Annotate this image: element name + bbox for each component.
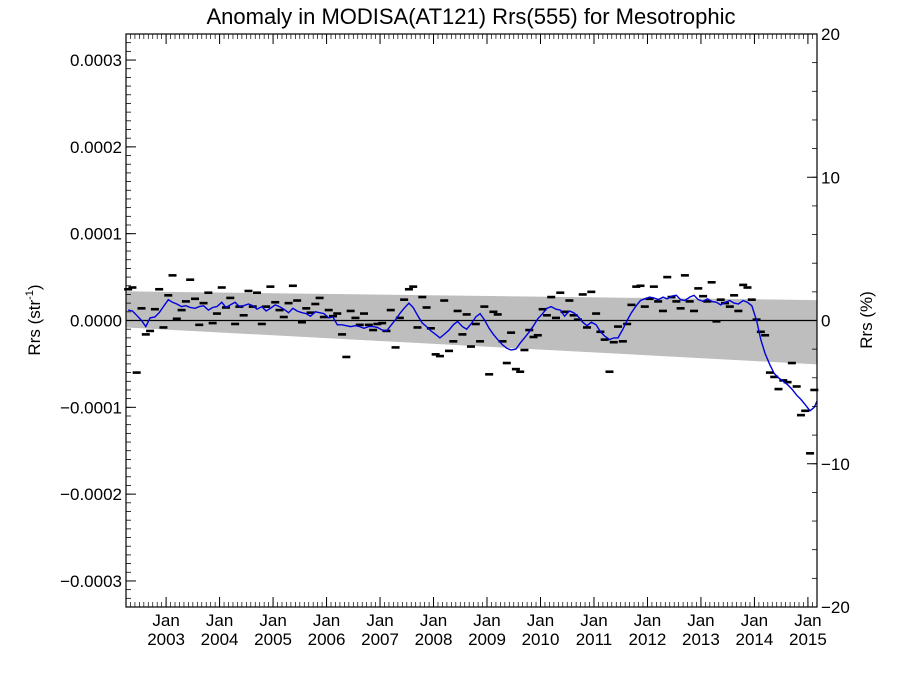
chart-title: Anomaly in MODISA(AT121) Rrs(555) for Me… — [207, 4, 736, 29]
x-tick-month: Jan — [687, 611, 714, 630]
x-tick-month: Jan — [741, 611, 768, 630]
x-tick-year: 2007 — [361, 630, 399, 649]
x-tick-month: Jan — [313, 611, 340, 630]
x-tick-month: Jan — [634, 611, 661, 630]
x-tick-year: 2014 — [736, 630, 774, 649]
x-tick-month: Jan — [366, 611, 393, 630]
x-tick-month: Jan — [580, 611, 607, 630]
y-tick-label: 0.0000 — [70, 312, 122, 331]
x-tick-year: 2012 — [629, 630, 667, 649]
x-tick-year: 2013 — [682, 630, 720, 649]
x-tick-year: 2009 — [468, 630, 506, 649]
plot-area: 0.0003 0.0002 0.0001 0.0000 −0.0001 −0.0002 −0… — [60, 25, 850, 649]
y-axis-left-label-sup: -1 — [24, 290, 36, 300]
y-axis-right-label: Rrs (%) — [857, 291, 876, 349]
x-tick-month: Jan — [527, 611, 554, 630]
y-axis-left-label-main: Rrs (str — [25, 300, 44, 356]
x-tick-month: Jan — [259, 611, 286, 630]
y-tick-label: −0.0003 — [60, 572, 122, 591]
x-tick-year: 2010 — [522, 630, 560, 649]
y-tick-label: 0.0002 — [70, 138, 122, 157]
x-tick-year: 2006 — [308, 630, 346, 649]
x-tick-month: Jan — [473, 611, 500, 630]
x-tick-month: Jan — [152, 611, 179, 630]
y-axis-right: 20 10 0 −10 −20 — [807, 25, 850, 617]
x-tick-year: 2004 — [201, 630, 239, 649]
y2-tick-label: 10 — [821, 168, 840, 187]
y2-tick-label: 0 — [821, 312, 830, 331]
x-tick-month: Jan — [206, 611, 233, 630]
y-tick-label: −0.0002 — [60, 485, 122, 504]
x-tick-month: Jan — [794, 611, 821, 630]
uncertainty-band — [126, 291, 817, 365]
y2-tick-label: 20 — [821, 25, 840, 44]
x-tick-year: 2003 — [147, 630, 185, 649]
x-tick-year: 2008 — [415, 630, 453, 649]
y-tick-label: 0.0001 — [70, 225, 122, 244]
y2-tick-label: −20 — [821, 598, 850, 617]
y-tick-label: 0.0003 — [70, 51, 122, 70]
x-tick-year: 2011 — [576, 630, 613, 649]
x-tick-year: 2015 — [789, 630, 827, 649]
y-axis-left-label: Rrs (str-1) — [24, 284, 44, 355]
y-tick-label: −0.0001 — [60, 398, 122, 417]
y-axis-left: 0.0003 0.0002 0.0001 0.0000 −0.0001 −0.0002 −0… — [60, 33, 136, 608]
anomaly-markers — [124, 274, 819, 455]
x-tick-year: 2005 — [254, 630, 292, 649]
smoothed-line — [127, 294, 818, 412]
y2-tick-label: −10 — [821, 455, 850, 474]
x-tick-month: Jan — [420, 611, 447, 630]
y-axis-left-label-close: ) — [25, 284, 44, 290]
x-axis: Jan2003Jan2004Jan2005Jan2006Jan2007Jan20… — [125, 34, 827, 649]
